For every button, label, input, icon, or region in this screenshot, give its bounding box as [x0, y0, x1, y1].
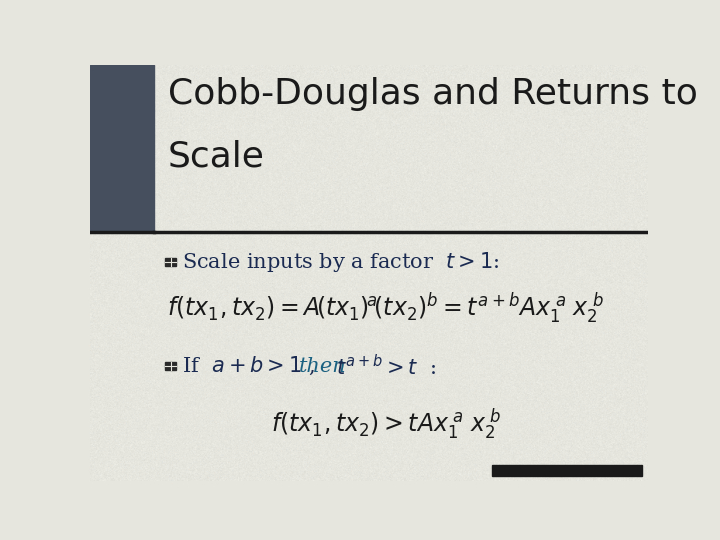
Bar	[166, 258, 176, 266]
Text: Scale inputs by a factor  $t>1$:: Scale inputs by a factor $t>1$:	[182, 251, 500, 274]
Text: then: then	[300, 357, 347, 376]
Text: $t^{a+b}>t$  :: $t^{a+b}>t$ :	[336, 354, 436, 379]
Bar	[90, 65, 154, 232]
Text: Cobb-Douglas and Returns to: Cobb-Douglas and Returns to	[168, 77, 698, 111]
Text: Scale: Scale	[168, 140, 265, 174]
Bar	[492, 465, 642, 476]
Text: $f\left(tx_1,tx_2\right)=A\!\left(tx_1\right)^{\!a}\!\left(tx_2\right)^b=t^{a+b}: $f\left(tx_1,tx_2\right)=A\!\left(tx_1\r…	[167, 291, 604, 326]
Bar	[166, 362, 176, 370]
Text: $f\left(tx_1,tx_2\right)>tAx_1^{\;a}\;x_2^{\;b}$: $f\left(tx_1,tx_2\right)>tAx_1^{\;a}\;x_…	[271, 407, 501, 442]
Text: If  $a+b>1$ ,: If $a+b>1$ ,	[182, 355, 315, 377]
